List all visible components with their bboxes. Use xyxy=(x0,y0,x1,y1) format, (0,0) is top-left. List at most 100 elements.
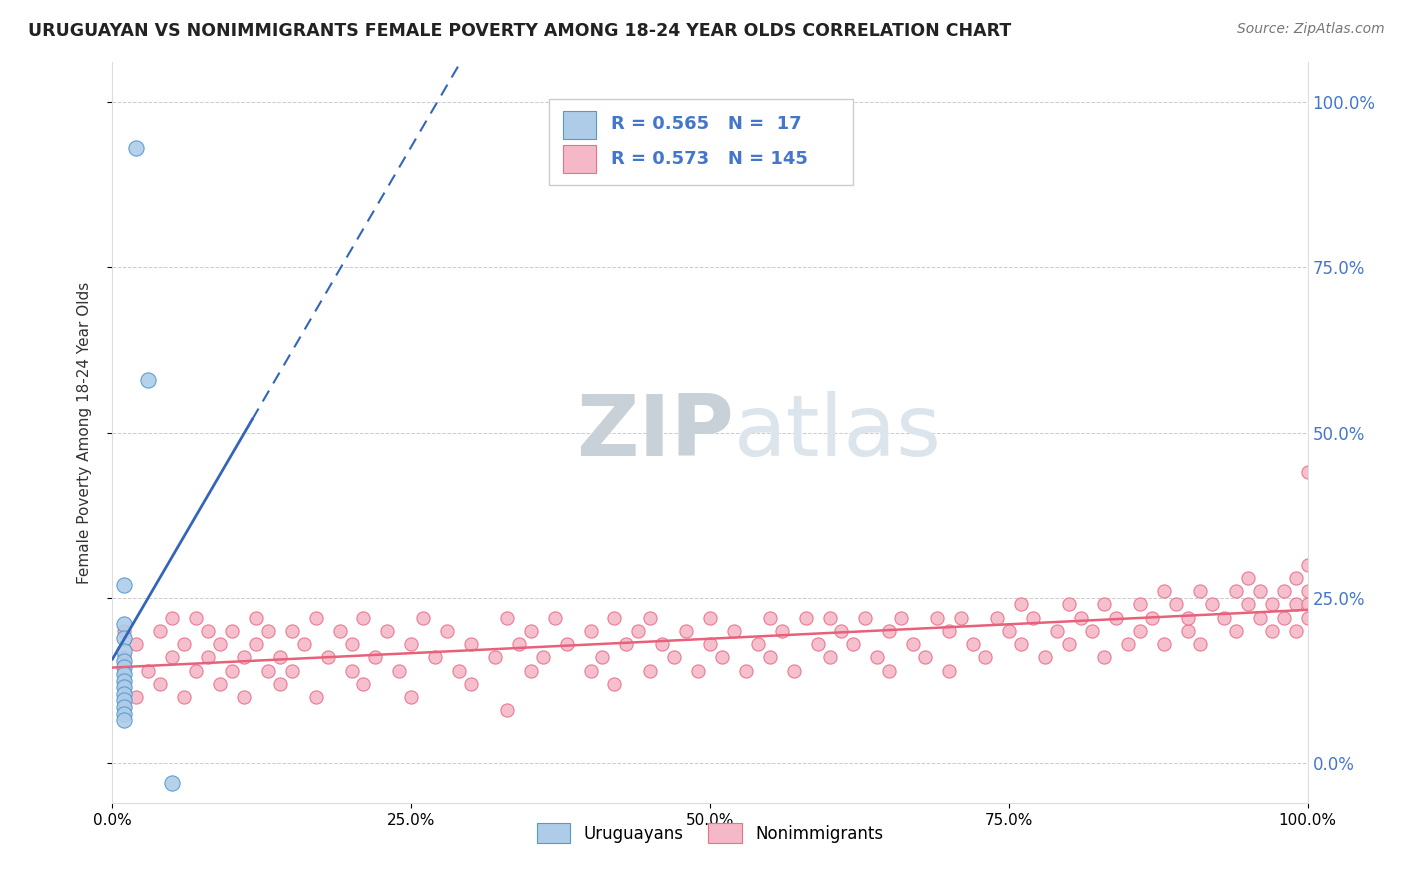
Point xyxy=(1285,624,1308,638)
Point xyxy=(125,141,148,155)
Point xyxy=(842,637,865,651)
Point xyxy=(245,637,267,651)
Point xyxy=(759,611,782,625)
Point xyxy=(879,664,901,678)
Point xyxy=(938,664,960,678)
Point xyxy=(520,624,543,638)
Point xyxy=(1296,465,1319,479)
Point xyxy=(460,637,482,651)
Point xyxy=(782,664,804,678)
Point xyxy=(496,611,519,625)
Point xyxy=(1153,637,1175,651)
Point xyxy=(688,664,710,678)
Point xyxy=(855,611,877,625)
Point xyxy=(711,650,734,665)
Point xyxy=(1296,558,1319,572)
Point xyxy=(496,703,519,717)
Point xyxy=(890,611,912,625)
Point xyxy=(1189,637,1212,651)
Point xyxy=(818,611,841,625)
Point xyxy=(364,650,387,665)
Point xyxy=(114,664,135,678)
Text: URUGUAYAN VS NONIMMIGRANTS FEMALE POVERTY AMONG 18-24 YEAR OLDS CORRELATION CHAR: URUGUAYAN VS NONIMMIGRANTS FEMALE POVERT… xyxy=(28,22,1011,40)
Point xyxy=(114,660,135,674)
Point xyxy=(114,644,135,658)
Point xyxy=(675,624,697,638)
Point xyxy=(1285,598,1308,612)
Point xyxy=(114,650,135,665)
Point xyxy=(114,631,135,645)
Point xyxy=(221,624,243,638)
Point xyxy=(699,637,721,651)
Point xyxy=(914,650,936,665)
Point xyxy=(770,624,793,638)
Point xyxy=(1081,624,1104,638)
Point xyxy=(735,664,758,678)
Y-axis label: Female Poverty Among 18-24 Year Olds: Female Poverty Among 18-24 Year Olds xyxy=(77,282,91,583)
Point xyxy=(998,624,1021,638)
Point xyxy=(1296,584,1319,599)
Point xyxy=(221,664,243,678)
Point xyxy=(508,637,530,651)
Point xyxy=(340,637,363,651)
Point xyxy=(1225,584,1247,599)
Point xyxy=(640,611,662,625)
Point xyxy=(233,650,256,665)
Point xyxy=(1105,611,1128,625)
Point xyxy=(818,650,841,665)
Text: Source: ZipAtlas.com: Source: ZipAtlas.com xyxy=(1237,22,1385,37)
Point xyxy=(125,690,148,704)
Point xyxy=(352,611,374,625)
Point xyxy=(173,637,195,651)
Point xyxy=(938,624,960,638)
Point xyxy=(603,611,626,625)
Point xyxy=(1189,584,1212,599)
Point xyxy=(197,650,219,665)
Point xyxy=(1022,611,1045,625)
Point xyxy=(1249,584,1271,599)
Point xyxy=(1129,598,1152,612)
Point xyxy=(543,611,565,625)
Point xyxy=(114,706,135,721)
Text: R = 0.573   N = 145: R = 0.573 N = 145 xyxy=(610,150,807,168)
Point xyxy=(388,664,411,678)
Point xyxy=(245,611,267,625)
Point xyxy=(831,624,853,638)
Point xyxy=(292,637,315,651)
Point xyxy=(460,677,482,691)
Point xyxy=(281,624,304,638)
Point xyxy=(269,650,291,665)
Point xyxy=(640,664,662,678)
Point xyxy=(555,637,578,651)
Point xyxy=(592,650,614,665)
Point xyxy=(723,624,745,638)
Point xyxy=(305,611,328,625)
Point xyxy=(1225,624,1247,638)
Point xyxy=(257,664,280,678)
Point xyxy=(316,650,339,665)
Point xyxy=(807,637,830,651)
Point xyxy=(1272,584,1295,599)
Point xyxy=(447,664,470,678)
Point xyxy=(1046,624,1069,638)
Point xyxy=(114,713,135,727)
Point xyxy=(699,611,721,625)
Point xyxy=(794,611,817,625)
Point xyxy=(269,677,291,691)
FancyBboxPatch shape xyxy=(562,145,596,173)
Point xyxy=(1177,611,1199,625)
Point xyxy=(1261,598,1284,612)
Point xyxy=(1142,611,1164,625)
FancyBboxPatch shape xyxy=(548,99,853,185)
Point xyxy=(927,611,949,625)
Point xyxy=(484,650,506,665)
Point xyxy=(664,650,686,665)
Point xyxy=(579,664,602,678)
FancyBboxPatch shape xyxy=(562,111,596,138)
Point xyxy=(866,650,889,665)
Point xyxy=(162,776,183,790)
Point xyxy=(962,637,984,651)
Point xyxy=(520,664,543,678)
Point xyxy=(114,617,135,632)
Point xyxy=(281,664,304,678)
